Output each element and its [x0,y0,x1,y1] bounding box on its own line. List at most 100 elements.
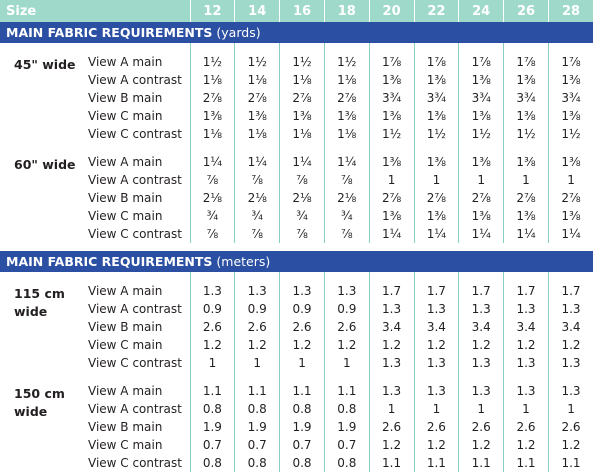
yardage-cell: 1½ [189,53,235,71]
yardage-cell: 1½ [368,125,414,143]
yardage-cell: 1.3 [189,282,235,300]
yardage-cell: 1½ [279,53,325,71]
yardage-cell: 1.2 [189,336,235,354]
view-label: View C main [88,109,163,123]
requirement-row: View B main 2⅛ 2⅛ 2⅛ 2⅛ 2⅞ 2⅞ 2⅞ 2⅞ 2⅞ [0,189,593,207]
yardage-cell: 2⅞ [368,189,414,207]
yardage-cell: 1 [458,400,504,418]
size-header-cell: 24 [458,0,504,22]
spacer-grid-cell [547,272,593,282]
spacer-grid-cell [547,43,593,53]
yardage-cell: 1.3 [547,354,593,372]
requirement-row: View C main ¾ ¾ ¾ ¾ 1⅜ 1⅜ 1⅜ 1⅜ 1⅜ [0,207,593,225]
section-spacer [0,243,593,251]
view-label: View B main [88,191,163,205]
yardage-cell: 1¼ [323,153,370,171]
requirement-row: View A contrast 0.9 0.9 0.9 0.9 1.3 1.3 1.3 1.3 1… [0,300,593,318]
view-label: View C contrast [88,227,182,241]
requirement-row: View C main 1.2 1.2 1.2 1.2 1.2 1.2 1.2 1.2 1.2 [0,336,593,354]
view-label: View A contrast [88,302,182,316]
yardage-cell: 2.6 [279,318,325,336]
yardage-cell: 1.2 [547,436,593,454]
yardage-cell: 1.2 [503,436,549,454]
yardage-cell: 1⅜ [368,153,414,171]
requirement-row: View C contrast 0.8 0.8 0.8 0.8 1.1 1.1 1.1 1.1 1… [0,454,593,472]
yardage-cell: 0.8 [279,400,325,418]
spacer-grid-cell [323,143,370,153]
yardage-cell: 0.8 [189,454,235,472]
yardage-cell: 1 [458,171,504,189]
yardage-cell: 1.3 [368,300,414,318]
yardage-cell: 1.3 [547,382,593,400]
yardage-cell: 2⅞ [234,89,280,107]
yardage-cell: ⅞ [234,171,280,189]
view-label: View C contrast [88,456,182,470]
yardage-cell: 1⅛ [234,71,280,89]
spacer-grid-cell [368,43,414,53]
yardage-cell: 1.3 [413,354,459,372]
view-label: View B main [88,91,163,105]
requirement-row: View C main 1⅜ 1⅜ 1⅜ 1⅜ 1⅜ 1⅜ 1⅜ 1⅜ 1⅜ [0,107,593,125]
yardage-cell: 1¼ [368,225,414,243]
section-spacer-cell [0,243,593,251]
yardage-cell: 1⅜ [503,153,549,171]
yardage-cell: 1.3 [547,300,593,318]
yardage-cell: 1⅜ [547,207,593,225]
yardage-cell: 1.3 [279,282,325,300]
yardage-cell: 1⅜ [458,71,504,89]
yardage-cell: 1 [368,171,414,189]
size-header-cell: 18 [323,0,370,22]
spacer-grid-cell [189,372,235,382]
section-title: MAIN FABRIC REQUIREMENTS [6,25,213,40]
yardage-cell: 3.4 [547,318,593,336]
spacer-grid-cell [189,43,235,53]
requirement-row: 150 cm wide View A main 1.1 1.1 1.1 1.1 1.3 1.3… [0,382,593,419]
yardage-cell: ¾ [279,207,325,225]
yardage-cell: 2.6 [189,318,235,336]
size-header-cell: 12 [189,0,235,22]
yardage-cell: 1.1 [503,454,549,472]
yardage-cell: 1⅜ [458,107,504,125]
yardage-cell: 1⅛ [323,125,370,143]
yardage-cell: 1⅜ [279,107,325,125]
yardage-cell: ¾ [323,207,370,225]
yardage-cell: ¾ [234,207,280,225]
yardage-cell: 1⅛ [189,71,235,89]
yardage-cell: 1.7 [368,282,414,300]
spacer-grid-cell [503,143,549,153]
spacer-grid-cell [413,272,459,282]
yardage-cell: 1⅜ [413,207,459,225]
view-label: View C contrast [88,356,182,370]
yardage-cell: 3.4 [368,318,414,336]
yardage-cell: 1⅛ [323,71,370,89]
yardage-cell: 1.3 [368,354,414,372]
yardage-cell: ⅞ [279,225,325,243]
spacer-grid-cell [458,43,504,53]
yardage-cell: 0.8 [323,400,370,418]
spacer-grid-cell [547,372,593,382]
yardage-cell: 2.6 [503,418,549,436]
size-header-cell: 28 [547,0,593,22]
yardage-cell: 2⅛ [279,189,325,207]
view-label: View A contrast [88,73,182,87]
view-label: View A main [88,384,163,398]
requirement-row: 45" wide View A main 1½ 1½ 1½ 1½ 1⅞ 1⅞ 1⅞ 1⅞ 1⅞ [0,53,593,72]
spacer-grid-cell [458,272,504,282]
spacer-grid-cell [279,272,325,282]
yardage-cell: 0.7 [189,436,235,454]
yardage-cell: 1.3 [503,300,549,318]
yardage-cell: 0.7 [279,436,325,454]
view-label: View C contrast [88,127,182,141]
yardage-cell: 1⅜ [413,71,459,89]
yardage-cell: 1⅛ [189,125,235,143]
yardage-cell: 0.8 [189,400,235,418]
yardage-cell: 1.9 [189,418,235,436]
yardage-cell: 2⅞ [189,89,235,107]
yardage-cell: 1.7 [547,282,593,300]
yardage-cell: 1.3 [368,382,414,400]
yardage-cell: 1¼ [413,225,459,243]
spacer-grid-cell [234,143,280,153]
spacer-grid-cell [368,272,414,282]
yardage-cell: ¾ [189,207,235,225]
